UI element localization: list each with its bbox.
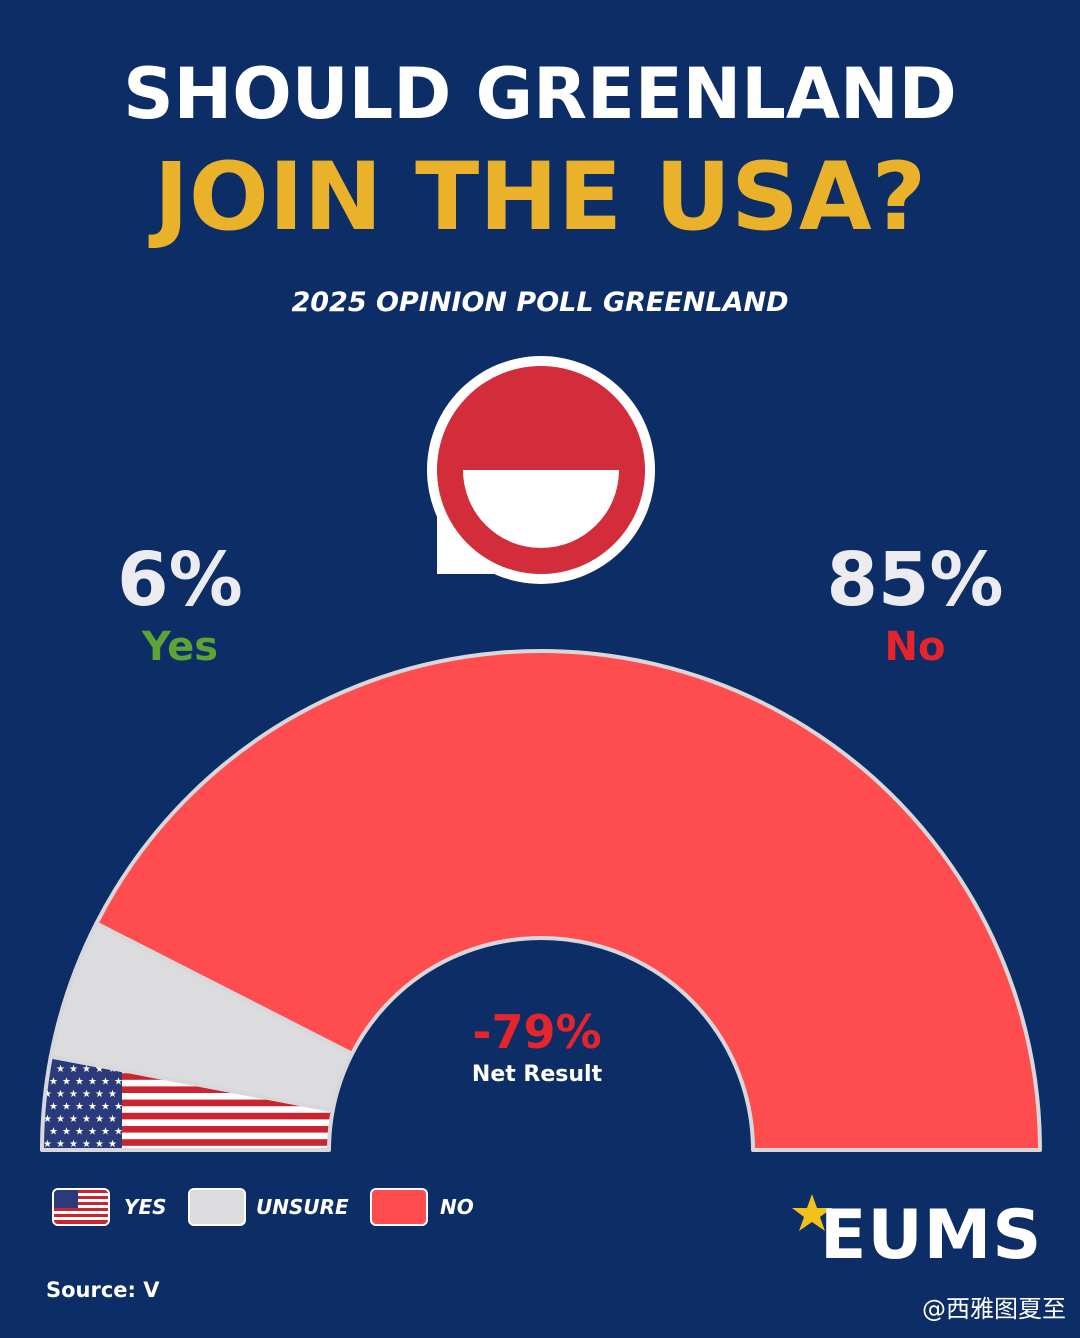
no-percentage: 85% [826, 537, 1004, 623]
title-line-1: SHOULD GREENLAND [123, 53, 957, 135]
legend-swatch-no [370, 1188, 428, 1226]
net-result-value: -79% [472, 1005, 602, 1059]
semicircle-donut [40, 649, 1042, 1152]
watermark: @西雅图夏至 [922, 1295, 1066, 1323]
yes-label: Yes [141, 624, 219, 670]
legend-swatch-unsure [188, 1188, 246, 1226]
star-icon [792, 1194, 832, 1231]
legend-label-unsure: UNSURE [256, 1195, 349, 1219]
chart-subtitle: 2025 OPINION POLL GREENLAND [291, 287, 789, 318]
logo-text: EUMS [820, 1196, 1043, 1275]
greenland-flag-icon [427, 356, 655, 584]
legend-label-no: NO [440, 1195, 474, 1219]
net-result-label: Net Result [471, 1062, 603, 1087]
slice-no [94, 649, 1042, 1152]
eums-logo: EUMS [790, 1190, 1041, 1280]
source-text: Source: V [46, 1278, 160, 1302]
us-flag-icon [52, 1188, 110, 1226]
no-label: No [884, 624, 946, 670]
yes-percentage: 6% [117, 537, 243, 623]
title-line-2: JOIN THE USA? [153, 143, 927, 252]
legend-label-yes: YES [124, 1195, 167, 1219]
